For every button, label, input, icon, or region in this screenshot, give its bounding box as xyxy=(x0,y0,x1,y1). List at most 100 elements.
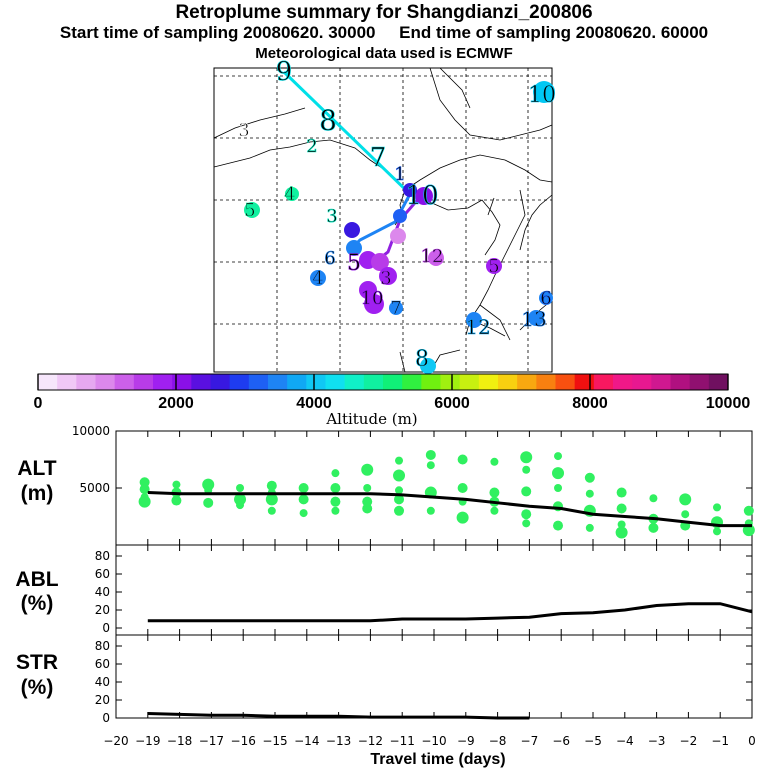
alt-scatter-point xyxy=(522,519,531,528)
map-dots xyxy=(244,81,555,374)
map-plume-dot xyxy=(344,222,360,238)
abl-y-tick-label: 60 xyxy=(95,567,110,581)
alt-scatter-point xyxy=(681,510,690,519)
colorbar-cell xyxy=(287,374,307,390)
alt-scatter-point xyxy=(202,478,215,491)
abl-y-tick-label: 20 xyxy=(95,603,110,617)
map-plume-dot xyxy=(415,187,433,205)
alt-scatter-point xyxy=(617,520,626,529)
alt-scatter-point xyxy=(139,477,150,488)
colorbar-cell xyxy=(708,374,729,390)
colorbar-cell xyxy=(153,374,173,390)
colorbar-cell xyxy=(133,374,154,390)
abl-y-tick-label: 40 xyxy=(95,585,110,599)
colorbar-cell xyxy=(268,374,288,390)
end-time-label: End time of sampling 20080620. 60000 xyxy=(399,23,709,42)
map-plume-dot xyxy=(364,294,384,314)
colorbar-cell xyxy=(325,374,346,390)
map-trajectory-label: 12 xyxy=(465,315,490,339)
colorbar-tick-label: 4000 xyxy=(296,395,332,412)
map-plume-dot xyxy=(346,240,362,256)
chart-title: Retroplume summary for Shangdianzi_20080… xyxy=(175,2,593,23)
alt-scatter-point xyxy=(585,489,594,498)
colorbar-cell xyxy=(210,374,231,390)
x-tick-label: −1 xyxy=(711,734,729,748)
map-plume-dot xyxy=(486,258,502,274)
colorbar-ticks: 0 2000 4000 6000 8000 10000 xyxy=(34,374,750,412)
map-plume-dot xyxy=(285,187,299,201)
alt-scatter-point xyxy=(299,509,308,518)
map-plume-dot xyxy=(371,253,389,271)
colorbar-cell xyxy=(632,374,652,390)
colorbar-cell xyxy=(670,374,691,390)
colorbar-cell xyxy=(114,374,135,390)
alt-scatter-point xyxy=(489,487,500,498)
colorbar-cell xyxy=(38,374,58,390)
str-y-axis: 0 20 40 60 80 xyxy=(95,639,752,725)
map-plume-dot xyxy=(310,270,326,286)
str-panel-label: STR xyxy=(16,651,58,674)
str-panel-unit: (%) xyxy=(21,676,54,699)
map-plume-dot xyxy=(428,250,444,266)
alt-y-tick-label: 10000 xyxy=(72,424,110,438)
map-trajectory-label: 7 xyxy=(370,143,387,173)
alt-scatter-point xyxy=(615,526,628,539)
alt-scatter-point xyxy=(616,487,627,498)
x-tick-label: −6 xyxy=(552,734,570,748)
colorbar-cell xyxy=(498,374,518,390)
x-tick-label: −14 xyxy=(294,734,319,748)
alt-scatter-point xyxy=(362,496,373,507)
map-trajectory-label: 13 xyxy=(521,307,546,331)
abl-line xyxy=(147,602,753,623)
x-tick-label: −9 xyxy=(457,734,475,748)
alt-scatter-point xyxy=(298,494,309,505)
alt-scatter-point xyxy=(171,495,182,506)
abl-y-tick-label: 80 xyxy=(95,549,110,563)
alt-scatter-point xyxy=(713,527,722,536)
alt-scatter-point xyxy=(521,509,532,520)
alt-scatter-point xyxy=(234,493,247,506)
alt-scatter-point xyxy=(394,505,405,516)
x-tick-label: −16 xyxy=(231,734,256,748)
x-tick-label: −19 xyxy=(135,734,160,748)
colorbar-cell xyxy=(95,374,116,390)
alt-panel-unit: (m) xyxy=(21,482,54,505)
str-y-tick-label: 80 xyxy=(95,639,110,653)
map-trajectory-label: 3 xyxy=(380,268,391,289)
map-trajectory-label: 7 xyxy=(390,298,401,319)
colorbar-cell xyxy=(421,374,441,390)
alt-scatter-point xyxy=(679,493,692,506)
x-tick-label: −11 xyxy=(390,734,415,748)
map-trajectory-label: 6 xyxy=(540,288,551,309)
alt-scatter-point xyxy=(203,497,214,508)
str-y-tick-label: 60 xyxy=(95,657,110,671)
alt-scatter-point xyxy=(139,484,150,495)
x-tick-label: −13 xyxy=(326,734,351,748)
map-trajectory-label: 3 xyxy=(238,120,249,141)
colorbar-cell xyxy=(191,374,211,390)
abl-y-tick-label: 0 xyxy=(102,621,110,635)
alt-scatter-point xyxy=(521,486,532,497)
colorbar-tick-label: 6000 xyxy=(434,395,470,412)
alt-scatter-point xyxy=(330,483,341,493)
alt-scatter-point xyxy=(742,524,755,537)
colorbar-cell xyxy=(613,374,633,390)
str-line xyxy=(147,712,530,720)
x-tick-label: −2 xyxy=(680,734,698,748)
x-tick-label: −15 xyxy=(262,734,287,748)
colorbar-cell xyxy=(459,374,480,390)
alt-scatter-point xyxy=(236,484,245,492)
trajectory-cyan xyxy=(282,70,412,196)
alt-scatter-point xyxy=(298,483,309,493)
colorbar-cell xyxy=(574,374,595,390)
colorbar-cell xyxy=(229,374,250,390)
map-plume-dot xyxy=(393,209,407,223)
alt-scatter-point xyxy=(330,496,341,507)
alt-scatter-point xyxy=(267,506,276,515)
alt-scatter-point xyxy=(236,501,245,510)
colorbar-cell xyxy=(478,374,499,390)
map-trajectory-label: 3 xyxy=(326,206,337,227)
